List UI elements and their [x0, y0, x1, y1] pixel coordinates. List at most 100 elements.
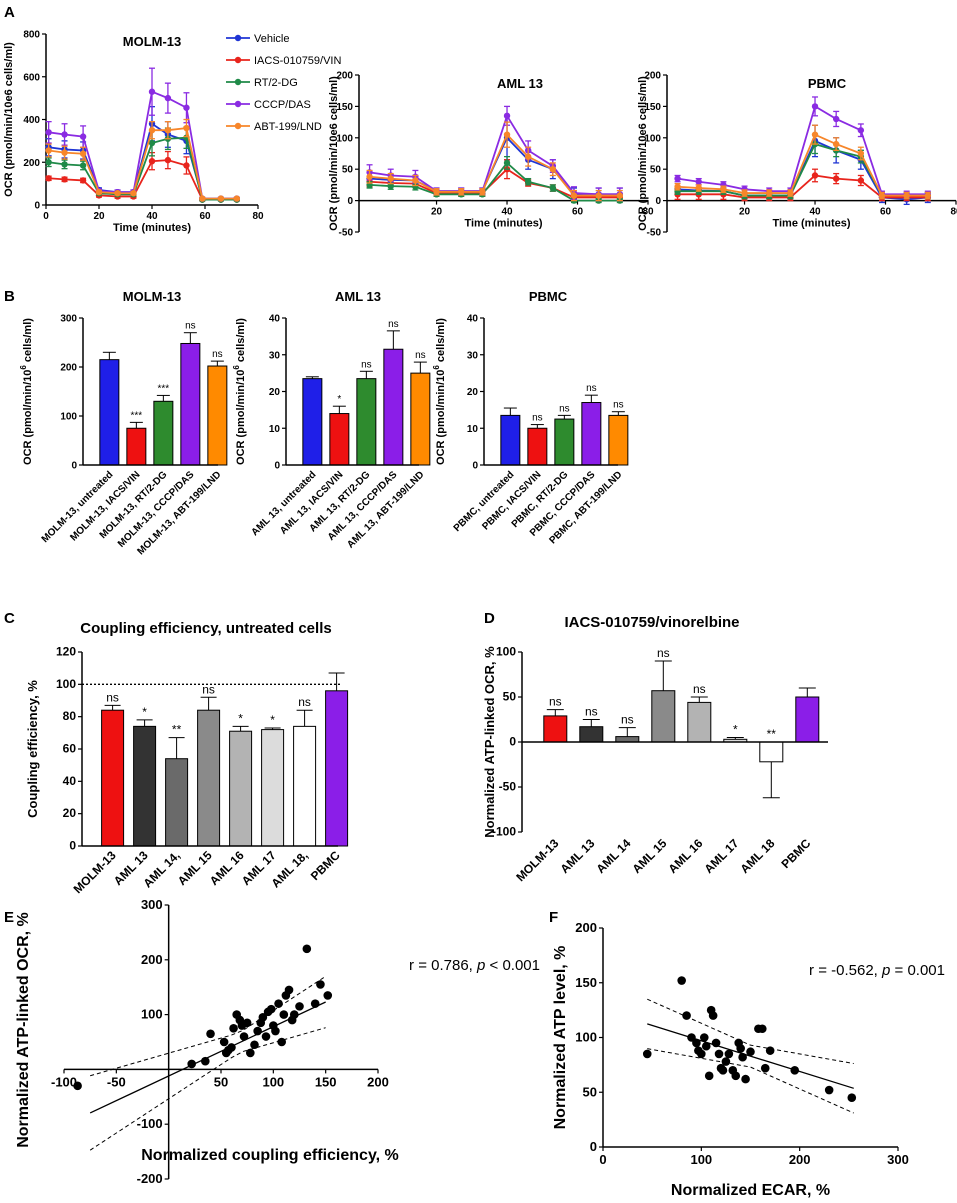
- data-point-E: [271, 1026, 280, 1036]
- data-point-A1: [183, 162, 190, 169]
- data-point-F: [760, 1063, 770, 1073]
- bar-C: [101, 709, 125, 847]
- data-point-F: [824, 1085, 834, 1095]
- data-point-A2: [524, 153, 532, 160]
- data-point-F: [704, 1071, 714, 1081]
- bar-B3: [581, 402, 602, 466]
- significance-label-D: *: [733, 723, 738, 737]
- data-point-E: [201, 1056, 210, 1066]
- y-axis-label-A3: OCR (pmol/min/10e6 cells/ml): [637, 76, 649, 231]
- data-point-F: [692, 1038, 701, 1048]
- y-tick-label-B1: 100: [60, 412, 77, 423]
- y-tick-label-D: -100: [492, 825, 516, 839]
- significance-label-B2: ns: [388, 319, 399, 330]
- data-point-E: [219, 1037, 229, 1047]
- significance-label-B3: ns: [613, 400, 624, 411]
- x-axis-label-F: Normalized ECAR, %: [671, 1182, 830, 1199]
- data-point-A3: [924, 192, 932, 199]
- bar-C: [325, 690, 349, 847]
- data-point-E: [253, 1026, 262, 1036]
- chart-title-D: IACS-010759/vinorelbine: [564, 614, 739, 631]
- data-point-A1: [45, 175, 52, 182]
- data-point-E: [227, 1043, 236, 1052]
- category-label-D: AML 16: [665, 836, 705, 876]
- data-point-A3: [741, 189, 748, 197]
- data-point-A2: [503, 131, 511, 138]
- category-label-D: AML 15: [629, 836, 669, 876]
- y-tick-label-A2: -50: [339, 228, 354, 239]
- annotation-part: = 0.001: [890, 962, 945, 979]
- confidence-band-lower-E: [89, 1027, 326, 1151]
- correlation-annotation-F: r = -0.562, p = 0.001: [809, 962, 945, 979]
- x-tick-label-F: 0: [599, 1152, 606, 1167]
- data-point-F: [714, 1049, 724, 1059]
- y-axis-label-part: OCR (pmol/min/10: [435, 370, 447, 465]
- bar-C: [293, 725, 317, 847]
- bar-C: [165, 758, 189, 847]
- data-point-E: [250, 1040, 259, 1050]
- y-tick-label-B3: 10: [467, 424, 479, 435]
- data-point-A3: [857, 127, 865, 134]
- data-point-A3: [674, 183, 681, 190]
- data-point-F: [790, 1066, 800, 1075]
- bar-D: [615, 736, 640, 743]
- data-point-F: [741, 1074, 750, 1084]
- y-tick-label-D: 0: [509, 735, 516, 749]
- data-point-A3: [811, 103, 819, 110]
- y-tick-label-B3: 20: [467, 387, 479, 398]
- significance-label-B3: ns: [559, 403, 570, 414]
- y-tick-label-A3: 0: [655, 196, 661, 207]
- data-point-A3: [832, 175, 840, 182]
- data-point-A2: [412, 177, 419, 184]
- series-line-A3: [677, 133, 928, 197]
- data-point-A1: [164, 94, 172, 102]
- data-point-A1: [79, 150, 87, 157]
- y-tick-label-A1: 400: [23, 115, 40, 126]
- y-tick-label-C: 60: [63, 742, 77, 756]
- significance-label-B3: ns: [586, 383, 597, 394]
- data-point-A2: [549, 184, 557, 192]
- data-point-E: [261, 1032, 271, 1041]
- annotation-p: p: [881, 962, 890, 979]
- data-point-A1: [164, 126, 172, 134]
- data-point-E: [295, 1002, 304, 1011]
- data-point-F: [697, 1049, 706, 1059]
- series-line-A1: [48, 136, 237, 201]
- chart-title-A1: MOLM-13: [123, 34, 182, 49]
- data-point-E: [302, 944, 312, 954]
- data-point-A1: [114, 190, 121, 197]
- bar-B3: [554, 418, 575, 466]
- significance-label-B1: ns: [185, 321, 196, 332]
- series-line-A2: [369, 113, 620, 196]
- chart-title-A3: PBMC: [808, 76, 847, 91]
- data-point-A1: [199, 195, 206, 202]
- significance-label-D: ns: [693, 682, 706, 696]
- data-point-A1: [45, 147, 52, 154]
- y-tick-label-B2: 20: [269, 387, 281, 398]
- data-point-A2: [458, 188, 465, 196]
- bar-B1: [153, 400, 174, 466]
- y-tick-label-A2: 0: [347, 196, 353, 207]
- data-point-E: [73, 1081, 82, 1091]
- y-tick-label-A1: 800: [23, 30, 40, 41]
- y-tick-label-A2: 200: [336, 71, 353, 82]
- category-label-C: AML 15: [175, 848, 215, 888]
- data-point-F: [687, 1033, 696, 1042]
- x-tick-label-E: 150: [315, 1074, 337, 1089]
- y-tick-label-E: 100: [141, 1007, 163, 1022]
- data-point-A1: [130, 190, 137, 197]
- legend-marker-rt2dg: [234, 78, 242, 86]
- data-point-F: [721, 1057, 731, 1066]
- data-point-F: [677, 976, 686, 985]
- data-point-A1: [61, 149, 68, 156]
- data-point-F: [736, 1044, 745, 1053]
- x-tick-label-E: -100: [51, 1074, 77, 1089]
- data-point-A2: [524, 178, 532, 185]
- x-tick-label-A1: 60: [199, 211, 211, 222]
- x-tick-label-E: -50: [107, 1074, 126, 1089]
- y-tick-label-F: 50: [583, 1084, 597, 1099]
- y-axis-label-part: cells/ml): [435, 318, 447, 365]
- y-tick-label-E: 200: [141, 952, 163, 967]
- y-axis-label-E: Normalized ATP-linked OCR, %: [15, 912, 32, 1148]
- annotation-p: p: [476, 957, 485, 974]
